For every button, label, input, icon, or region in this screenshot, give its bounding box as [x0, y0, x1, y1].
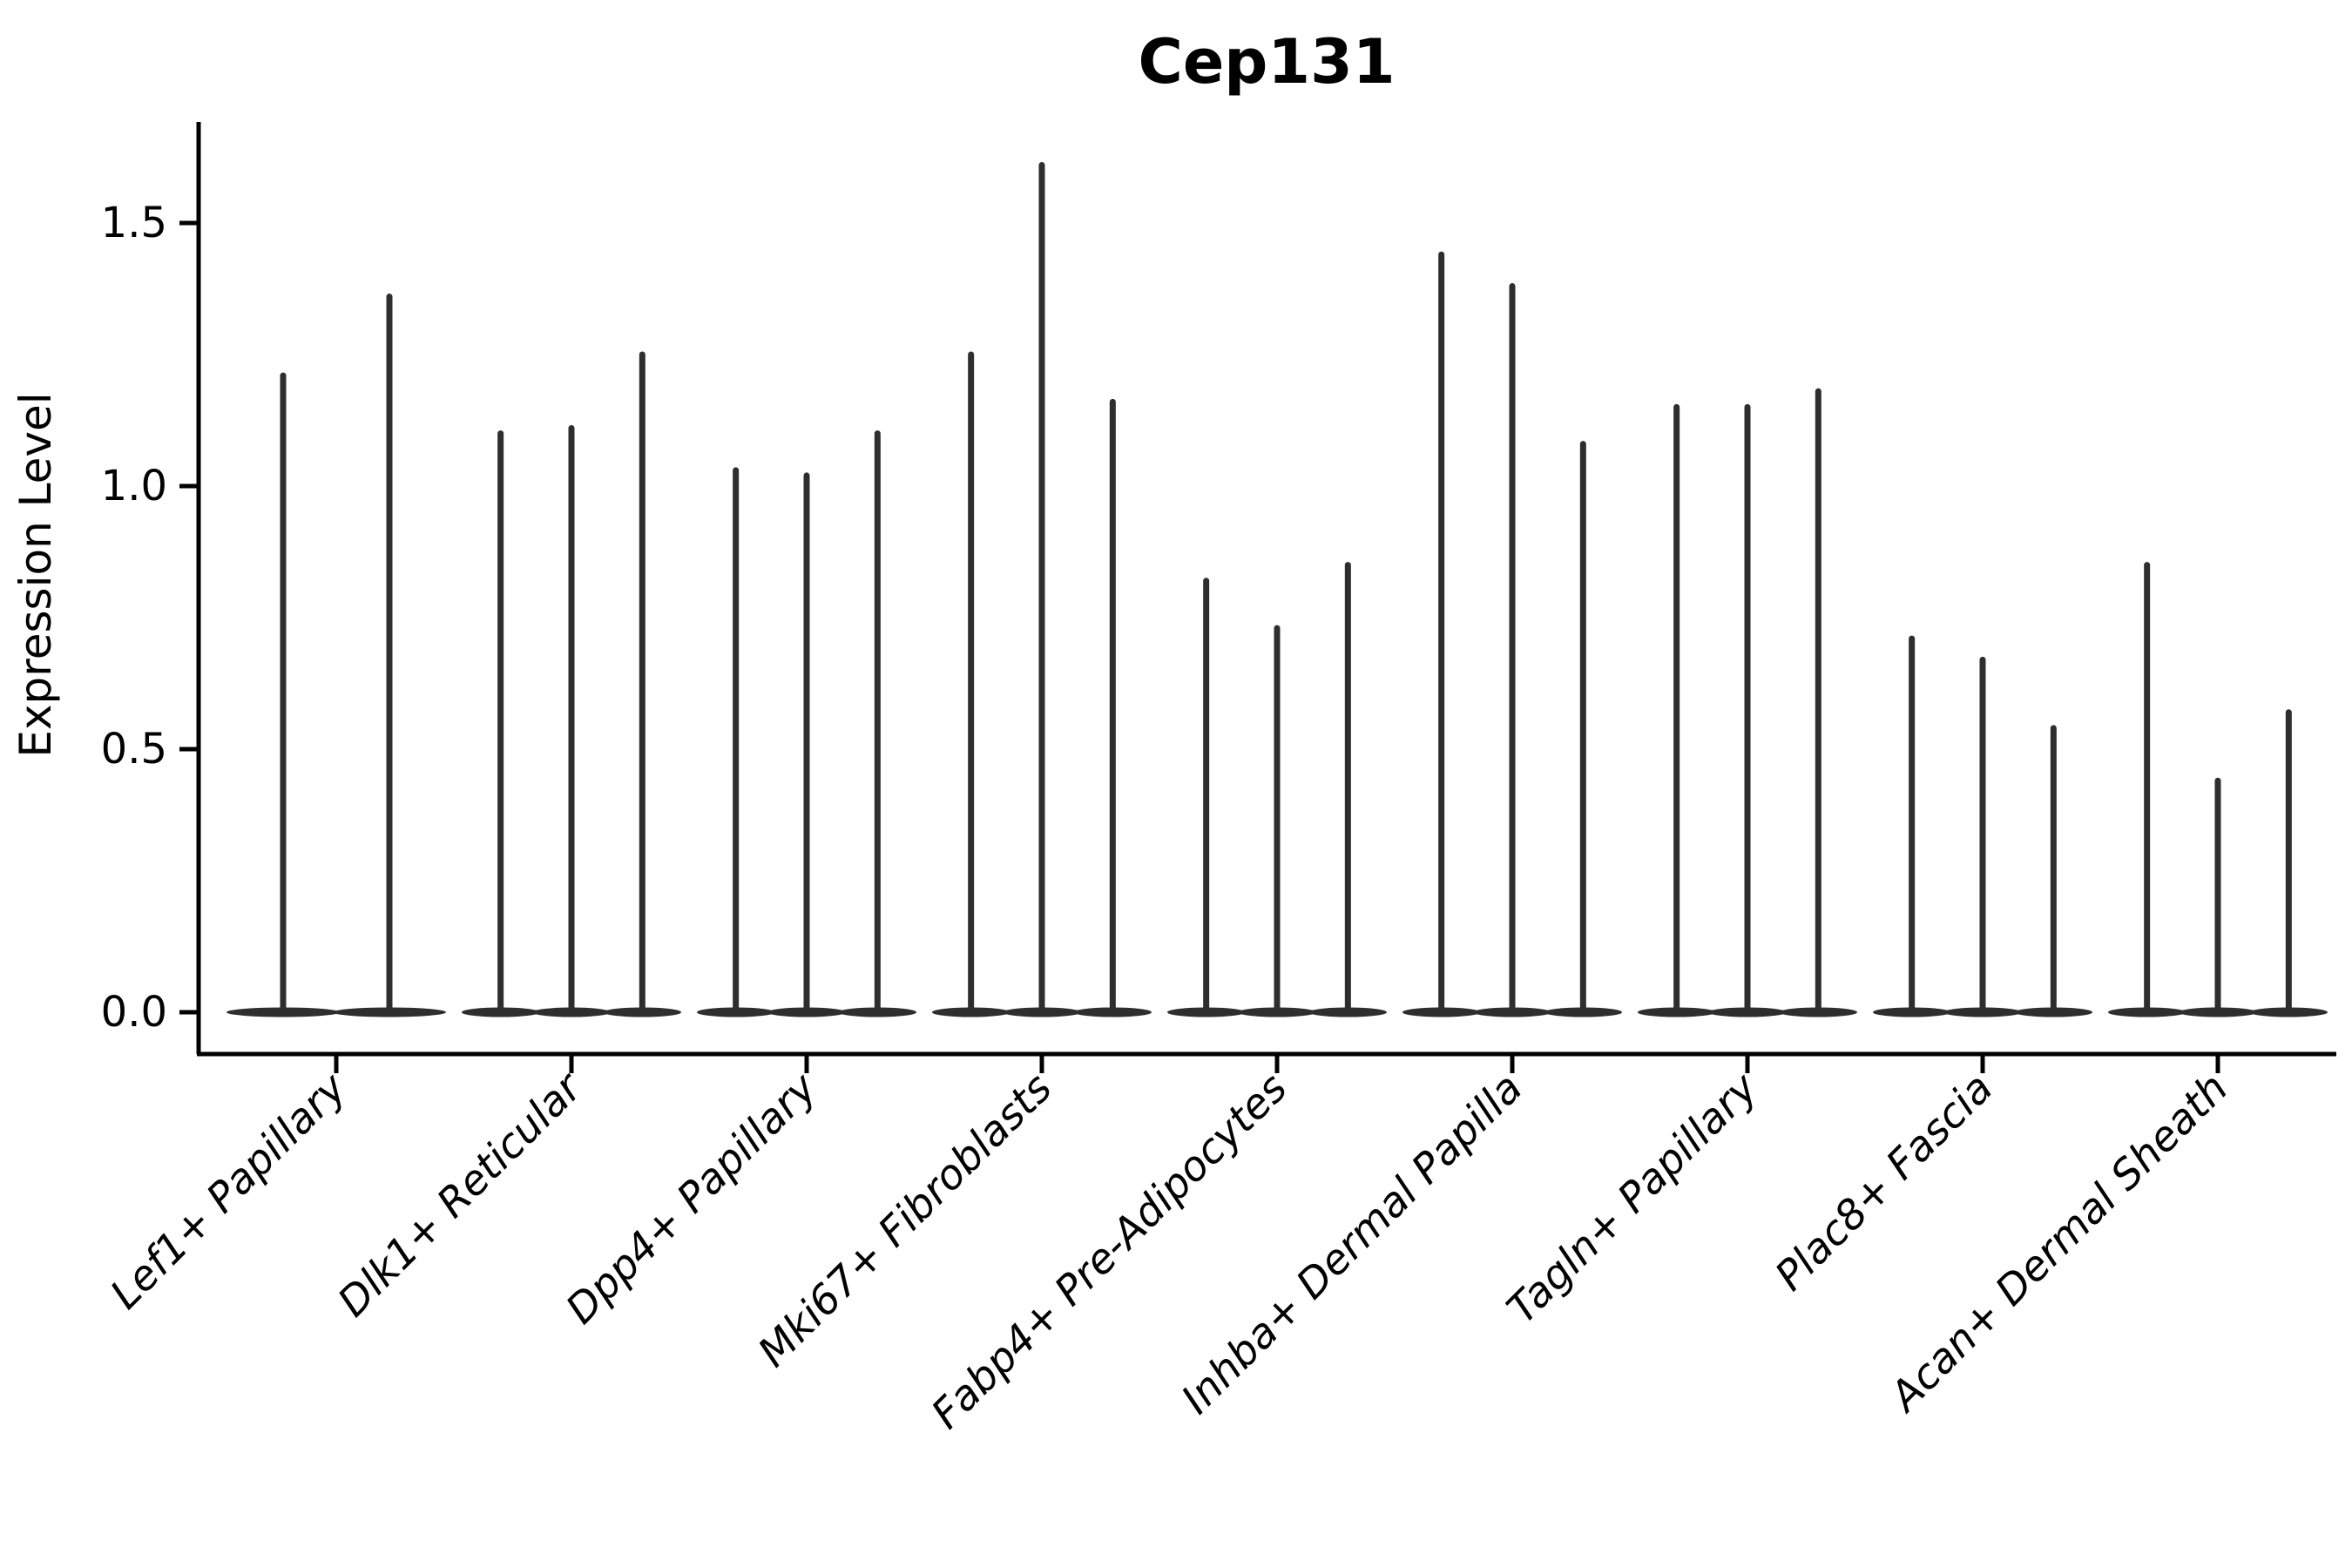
violin-body	[1238, 1007, 1316, 1017]
violin-body	[1943, 1007, 2022, 1017]
violin-body	[226, 1007, 340, 1017]
violin-body	[1873, 1007, 1951, 1017]
violin-body	[532, 1007, 611, 1017]
violin-body	[697, 1007, 775, 1017]
violin-body	[603, 1007, 681, 1017]
y-tick-label: 0.0	[101, 988, 167, 1037]
violin-body	[462, 1007, 540, 1017]
violin-body	[1544, 1007, 1623, 1017]
violins-layer	[226, 162, 2328, 1017]
violin-body	[2249, 1007, 2328, 1017]
violin-body	[333, 1007, 446, 1017]
violin-body	[1708, 1007, 1787, 1017]
x-category-label: Dpp4+ Papillary	[557, 1064, 827, 1334]
x-category-label: Dlk1+ Reticular	[329, 1063, 593, 1327]
violin-body	[838, 1007, 916, 1017]
y-tick-label: 0.5	[101, 725, 167, 774]
violin-body	[2179, 1007, 2257, 1017]
chart-title: Cep131	[1138, 26, 1395, 98]
y-tick-label: 1.5	[101, 199, 167, 247]
violin-body	[2108, 1007, 2186, 1017]
violin-body	[1073, 1007, 1152, 1017]
y-tick-label: 1.0	[101, 462, 167, 510]
violin-body	[1638, 1007, 1716, 1017]
violin-body	[1779, 1007, 1857, 1017]
y-axis-label: Expression Level	[10, 392, 61, 757]
axes-layer: 0.0 0.5 1.0 1.5	[101, 122, 2336, 1073]
violin-body	[1402, 1007, 1481, 1017]
violin-body	[767, 1007, 846, 1017]
x-category-label: Tagln+ Papillary	[1498, 1064, 1768, 1334]
violin-body	[1167, 1007, 1246, 1017]
violin-body	[1003, 1007, 1081, 1017]
x-category-label: Lef1+ Papillary	[101, 1064, 356, 1319]
violin-body	[1308, 1007, 1388, 1017]
violin-body	[1473, 1007, 1551, 1017]
violin-body	[932, 1007, 1010, 1017]
x-category-label: Plac8+ Fascia	[1766, 1064, 2002, 1301]
violin-body	[2014, 1007, 2092, 1017]
